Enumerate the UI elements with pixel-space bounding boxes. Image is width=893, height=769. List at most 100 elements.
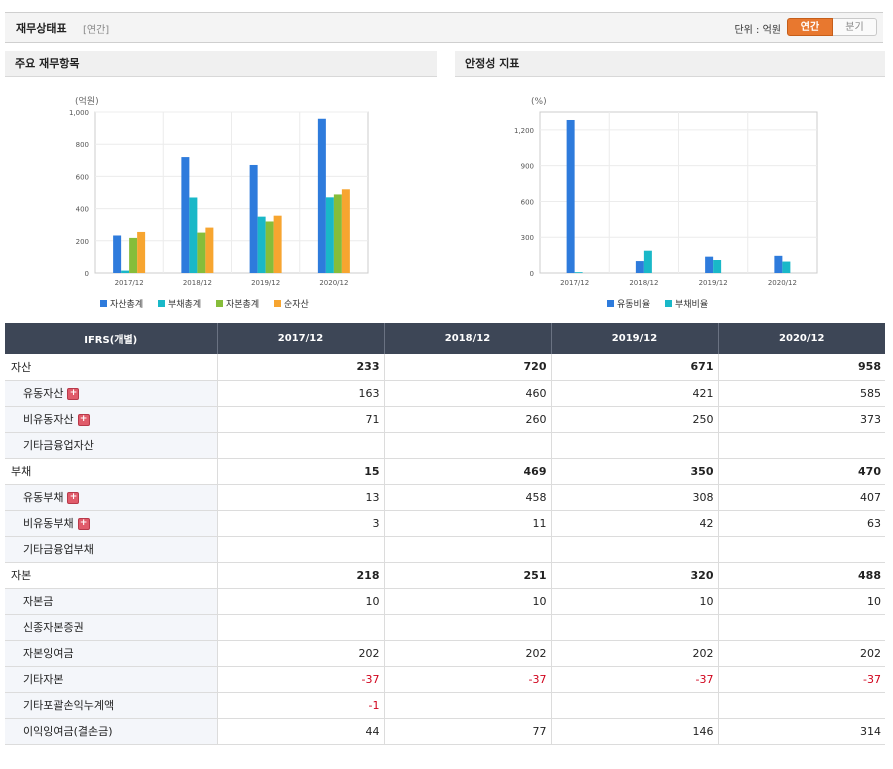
page-title: 재무상태표 xyxy=(16,22,67,35)
row-label-cell: 유동부채 + xyxy=(5,484,218,511)
financial-items-chart: (억원) 0 200 400 600 800 1,000 2017/12 2018/12 2019… xyxy=(69,95,369,310)
expand-plus-icon[interactable]: + xyxy=(67,388,80,400)
bar[interactable] xyxy=(137,231,146,273)
legend-label: 부채총계 xyxy=(168,298,201,310)
value-cell: 202 xyxy=(217,640,385,667)
bar[interactable] xyxy=(774,255,783,273)
left-panel-title: 주요 재무항목 xyxy=(5,51,437,77)
row-label: 기타포괄손익누계액 xyxy=(23,699,115,712)
table-row: 비유동부채 +3 11 42 63 xyxy=(5,510,885,537)
y-tick-label: 1,000 xyxy=(69,109,89,117)
quarter-toggle-button[interactable]: 분기 xyxy=(833,18,877,36)
y-tick-label: 300 xyxy=(521,234,534,242)
table-row: 자본금 10 10 10 10 xyxy=(5,588,885,615)
bar[interactable] xyxy=(635,261,644,273)
bar[interactable] xyxy=(257,216,266,273)
row-label-cell: 기타금융업자산 xyxy=(5,432,218,459)
annual-toggle-button[interactable]: 연간 xyxy=(787,18,833,36)
bar[interactable] xyxy=(705,256,714,273)
row-label-cell: 부채 xyxy=(5,458,218,485)
legend-swatch xyxy=(100,300,107,307)
unit-label: (억원) xyxy=(75,95,99,107)
bar[interactable] xyxy=(273,215,282,273)
value-cell: 470 xyxy=(718,458,885,485)
row-label-cell: 자산 xyxy=(5,354,218,381)
value-cell: 260 xyxy=(384,406,552,433)
row-label: 자산 xyxy=(11,360,32,374)
column-header-2020: 2020/12 xyxy=(718,323,885,354)
value-cell: -37 xyxy=(217,666,385,693)
y-tick-label: 200 xyxy=(76,238,89,246)
value-cell xyxy=(217,536,385,563)
value-cell: 233 xyxy=(217,354,385,381)
value-cell: 63 xyxy=(718,510,885,537)
legend-swatch xyxy=(665,300,672,307)
row-label: 자본 xyxy=(11,569,32,582)
bar[interactable] xyxy=(113,235,122,273)
row-label: 유동부채 xyxy=(23,491,64,504)
table-row: 이익잉여금(결손금) 44 77 146 314 xyxy=(5,718,885,745)
expand-plus-icon[interactable]: + xyxy=(77,414,90,426)
bar[interactable] xyxy=(265,221,274,273)
table-row: 신종자본증권 xyxy=(5,614,885,641)
bar[interactable] xyxy=(129,237,138,273)
value-cell: 320 xyxy=(551,562,719,589)
x-tick-label: 2020/12 xyxy=(768,279,797,287)
value-cell xyxy=(217,614,385,641)
value-cell xyxy=(551,692,719,719)
table-row: 자본잉여금 202 202 202 202 xyxy=(5,640,885,667)
value-cell xyxy=(217,432,385,459)
table-row: 기타금융업부채 xyxy=(5,536,885,563)
y-tick-label: 900 xyxy=(521,163,534,171)
table-row: 유동자산 +163 460 421 585 xyxy=(5,380,885,407)
table-row: 기타자본 -37 -37 -37 -37 xyxy=(5,666,885,693)
bar[interactable] xyxy=(574,272,583,273)
bar[interactable] xyxy=(197,232,206,273)
value-cell xyxy=(718,536,885,563)
bar[interactable] xyxy=(333,194,342,273)
bar[interactable] xyxy=(249,164,258,273)
bar[interactable] xyxy=(713,260,722,273)
row-label: 기타금융업자산 xyxy=(23,439,94,452)
bar[interactable] xyxy=(181,157,190,273)
expand-plus-icon[interactable]: + xyxy=(67,492,80,504)
row-label: 기타자본 xyxy=(23,673,64,686)
row-label: 신종자본증권 xyxy=(23,621,84,634)
legend-swatch xyxy=(607,300,614,307)
y-tick-label: 0 xyxy=(530,270,534,278)
legend-label: 부채비율 xyxy=(675,299,708,310)
bar[interactable] xyxy=(643,250,652,273)
value-cell: 202 xyxy=(718,640,885,667)
bar[interactable] xyxy=(317,118,326,274)
legend-swatch xyxy=(274,300,281,307)
y-tick-label: 600 xyxy=(76,173,89,181)
row-label-cell: 이익잉여금(결손금) xyxy=(5,718,218,745)
value-cell: 350 xyxy=(551,458,719,485)
value-cell: 202 xyxy=(551,640,719,667)
value-cell: 488 xyxy=(718,562,885,589)
bar[interactable] xyxy=(341,189,350,273)
bar[interactable] xyxy=(121,270,130,273)
row-label-cell: 신종자본증권 xyxy=(5,614,218,641)
value-cell: 77 xyxy=(384,718,552,745)
bar[interactable] xyxy=(782,261,791,273)
x-tick-label: 2017/12 xyxy=(115,279,144,287)
row-label-cell: 비유동부채 + xyxy=(5,510,218,537)
bar[interactable] xyxy=(566,119,575,273)
value-cell: 720 xyxy=(384,354,552,381)
column-header-2018: 2018/12 xyxy=(384,323,552,354)
row-label-cell: 기타자본 xyxy=(5,666,218,693)
y-tick-label: 800 xyxy=(76,141,89,149)
table-row: 자산 233 720 671 958 xyxy=(5,354,885,381)
value-cell: 314 xyxy=(718,718,885,745)
expand-plus-icon[interactable]: + xyxy=(77,518,90,530)
x-tick-label: 2020/12 xyxy=(319,279,348,287)
value-cell xyxy=(384,614,552,641)
row-label-cell: 자본잉여금 xyxy=(5,640,218,667)
row-label: 자본금 xyxy=(23,595,54,608)
bar[interactable] xyxy=(325,197,334,273)
value-cell: 958 xyxy=(718,354,885,381)
x-tick-label: 2018/12 xyxy=(629,279,658,287)
bar[interactable] xyxy=(205,227,214,273)
bar[interactable] xyxy=(189,197,198,273)
